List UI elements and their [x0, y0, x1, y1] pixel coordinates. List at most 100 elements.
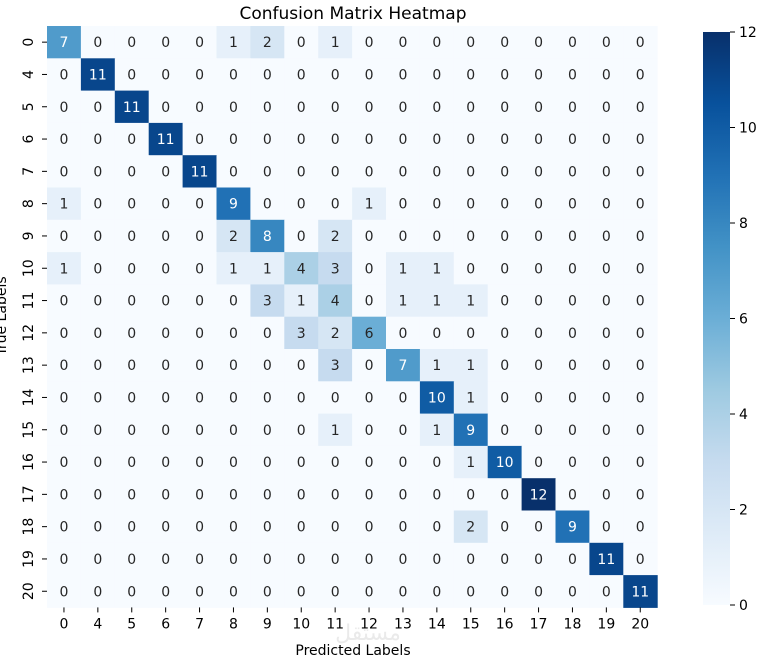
heatmap-cell	[453, 478, 489, 511]
heatmap-cell	[589, 478, 624, 511]
cell-value-label: 0	[93, 132, 102, 148]
heatmap-cell	[555, 575, 590, 608]
heatmap-cell	[250, 316, 285, 350]
x-tick-label: 17	[530, 616, 548, 632]
cell-value-label: 0	[59, 229, 68, 245]
cell-value-label: 0	[568, 358, 577, 374]
cell-value-label: 0	[297, 197, 306, 213]
cell-value-label: 0	[534, 261, 543, 277]
cell-value-label: 0	[93, 261, 102, 277]
cell-value-label: 0	[161, 584, 170, 600]
cell-value-label: 9	[466, 423, 475, 439]
heatmap-cell	[623, 219, 658, 253]
cell-value-label: 0	[466, 67, 475, 83]
cell-value-label: 0	[602, 35, 611, 51]
cell-value-label: 11	[123, 100, 141, 116]
cell-value-label: 0	[229, 423, 238, 439]
heatmap-cell	[623, 122, 658, 156]
heatmap-cell	[250, 575, 285, 608]
heatmap-cell	[148, 381, 184, 415]
cell-value-label: 0	[534, 423, 543, 439]
heatmap-cell	[521, 26, 556, 59]
cell-value-label: 0	[93, 552, 102, 568]
cell-value-label: 0	[263, 197, 272, 213]
colorbar-tick-label: 12	[739, 25, 757, 41]
heatmap-cell	[555, 316, 590, 350]
heatmap-cell	[250, 381, 285, 415]
cell-value-label: 0	[365, 584, 374, 600]
cell-value-label: 0	[195, 35, 204, 51]
cell-value-label: 0	[229, 552, 238, 568]
cell-value-label: 0	[500, 294, 509, 310]
heatmap-cell	[555, 155, 590, 188]
cell-value-label: 0	[602, 229, 611, 245]
cell-value-label: 0	[568, 552, 577, 568]
cell-value-label: 0	[195, 67, 204, 83]
heatmap-cell	[47, 90, 82, 124]
cell-value-label: 0	[602, 326, 611, 342]
cell-value-label: 0	[161, 294, 170, 310]
cell-value-label: 0	[195, 294, 204, 310]
cell-value-label: 0	[59, 520, 68, 536]
cell-value-label: 0	[365, 294, 374, 310]
y-tick-label: 18	[21, 518, 37, 536]
heatmap-cell	[182, 26, 217, 59]
cell-value-label: 0	[59, 326, 68, 342]
heatmap-cell	[47, 413, 82, 447]
cell-value-label: 0	[365, 455, 374, 471]
heatmap-cell	[318, 575, 353, 608]
cell-value-label: 0	[432, 455, 441, 471]
cell-value-label: 0	[229, 390, 238, 406]
heatmap-cell	[352, 187, 387, 221]
heatmap-cell	[47, 575, 82, 608]
heatmap-cell	[487, 90, 523, 124]
cell-value-label: 0	[263, 358, 272, 374]
heatmap-cell	[216, 413, 251, 447]
cell-value-label: 0	[161, 552, 170, 568]
cell-value-label: 2	[263, 35, 272, 51]
heatmap-cell	[250, 122, 285, 156]
heatmap-cell	[623, 478, 658, 511]
heatmap-cell	[114, 26, 150, 59]
cell-value-label: 3	[263, 294, 272, 310]
heatmap-cell	[318, 58, 353, 92]
heatmap-cell	[182, 155, 217, 188]
heatmap-cell	[453, 122, 489, 156]
heatmap-cell	[284, 542, 319, 576]
heatmap-cell	[182, 58, 217, 92]
cell-value-label: 0	[127, 261, 136, 277]
cell-value-label: 0	[568, 164, 577, 180]
cell-value-label: 0	[161, 229, 170, 245]
heatmap-cell	[318, 381, 353, 415]
cell-value-label: 0	[297, 100, 306, 116]
y-tick-label: 19	[21, 550, 37, 568]
heatmap-cell	[284, 413, 319, 447]
y-tick-label: 5	[21, 102, 37, 111]
heatmap-cell	[80, 349, 116, 382]
cell-value-label: 0	[466, 326, 475, 342]
heatmap-cell	[623, 58, 658, 92]
cell-value-label: 0	[534, 294, 543, 310]
heatmap-cell	[148, 445, 184, 479]
heatmap-cell	[182, 575, 217, 608]
cell-value-label: 0	[602, 164, 611, 180]
heatmap-cell	[80, 316, 116, 350]
cell-value-label: 0	[398, 487, 407, 503]
chart-title: Confusion Matrix Heatmap	[240, 4, 467, 24]
heatmap-cell	[284, 219, 319, 253]
colorbar-tick-label: 2	[739, 503, 748, 519]
cell-value-label: 0	[127, 552, 136, 568]
y-tick-label: 12	[21, 324, 37, 342]
x-tick-label: 8	[229, 616, 238, 632]
heatmap-cell	[555, 26, 590, 59]
heatmap-cell	[47, 478, 82, 511]
y-tick-label: 13	[21, 356, 37, 374]
heatmap-cell	[284, 90, 319, 124]
heatmap-cell	[182, 510, 217, 544]
heatmap-cell	[47, 187, 82, 221]
cell-value-label: 0	[93, 520, 102, 536]
heatmap-cell	[386, 155, 421, 188]
heatmap-cell	[453, 155, 489, 188]
cell-value-label: 3	[297, 326, 306, 342]
